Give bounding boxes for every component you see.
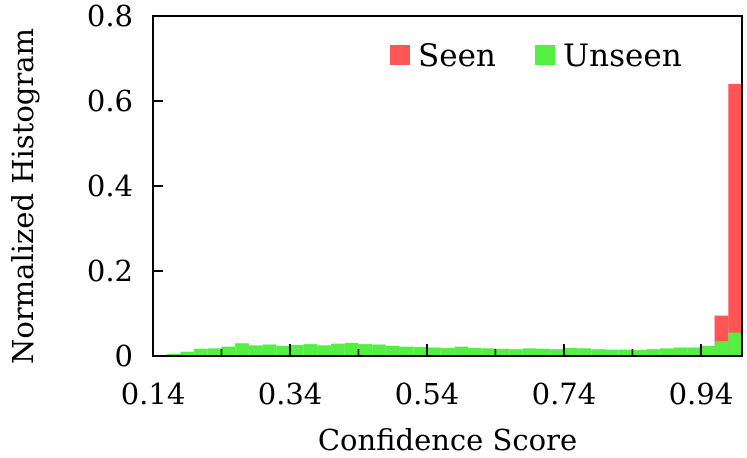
bar-seen-42 [728, 84, 742, 356]
bar-unseen-20 [426, 347, 441, 356]
bar-unseen-31 [577, 348, 592, 356]
bar-unseen-2 [180, 351, 195, 356]
y-tick-label-4: 0.8 [87, 0, 133, 33]
bar-unseen-39 [687, 347, 701, 356]
bar-unseen-4 [207, 348, 222, 356]
bar-unseen-32 [591, 349, 606, 356]
bar-unseen-17 [385, 345, 400, 356]
y-tick-label-3: 0.6 [87, 84, 133, 118]
x-tick-label-2: 0.54 [395, 377, 460, 411]
legend-swatch-seen [390, 45, 410, 65]
bar-unseen-1 [166, 353, 181, 356]
x-tick-label-4: 0.94 [669, 377, 734, 411]
y-tick-label-1: 0.2 [87, 254, 133, 288]
bar-unseen-41 [714, 341, 729, 356]
bar-unseen-12 [317, 345, 332, 356]
bar-unseen-30 [563, 347, 578, 356]
bar-unseen-21 [440, 347, 455, 356]
bar-unseen-5 [221, 346, 236, 356]
bar-unseen-38 [673, 347, 688, 356]
bar-unseen-29 [550, 349, 564, 356]
bar-unseen-23 [468, 347, 482, 356]
bar-unseen-40 [700, 345, 715, 356]
legend-swatch-unseen [535, 45, 555, 65]
ticks-layer: 0.14 0.34 0.54 0.74 0.94 0 0.2 0.4 0.6 0.8 [87, 0, 733, 411]
bar-unseen-27 [522, 348, 537, 356]
bar-unseen-24 [481, 348, 496, 356]
bar-unseen-7 [248, 345, 263, 356]
x-axis-label: Confidence Score [318, 423, 577, 457]
bar-unseen-10 [289, 344, 304, 356]
bar-unseen-16 [372, 344, 386, 356]
bar-unseen-22 [454, 346, 469, 356]
bar-unseen-18 [399, 346, 414, 356]
bar-unseen-28 [536, 348, 551, 356]
bar-unseen-6 [235, 343, 249, 356]
x-tick-label-1: 0.34 [258, 377, 323, 411]
bar-unseen-9 [276, 345, 290, 356]
bar-unseen-11 [303, 344, 318, 356]
bar-unseen-13 [331, 343, 345, 356]
x-tick-label-0: 0.14 [121, 377, 186, 411]
y-tick-label-2: 0.4 [87, 169, 133, 203]
bar-unseen-26 [509, 349, 523, 356]
bar-unseen-14 [344, 342, 359, 356]
x-tick-label-3: 0.74 [532, 377, 597, 411]
bar-unseen-36 [646, 349, 660, 356]
bar-unseen-33 [605, 349, 619, 356]
legend: Seen Unseen [390, 38, 682, 74]
bar-unseen-34 [618, 349, 633, 356]
bar-unseen-19 [413, 347, 427, 356]
bar-unseen-15 [358, 344, 373, 356]
bars-layer [153, 84, 742, 356]
bar-unseen-35 [632, 350, 647, 356]
bar-unseen-8 [262, 344, 277, 356]
y-axis-label: Normalized Histogram [6, 28, 40, 364]
bar-unseen-3 [194, 348, 208, 356]
bar-unseen-42 [728, 332, 742, 356]
bar-unseen-25 [495, 348, 510, 356]
legend-label-seen: Seen [418, 38, 496, 74]
y-tick-label-0: 0 [115, 339, 133, 373]
bar-unseen-37 [659, 348, 674, 356]
legend-label-unseen: Unseen [563, 38, 682, 74]
